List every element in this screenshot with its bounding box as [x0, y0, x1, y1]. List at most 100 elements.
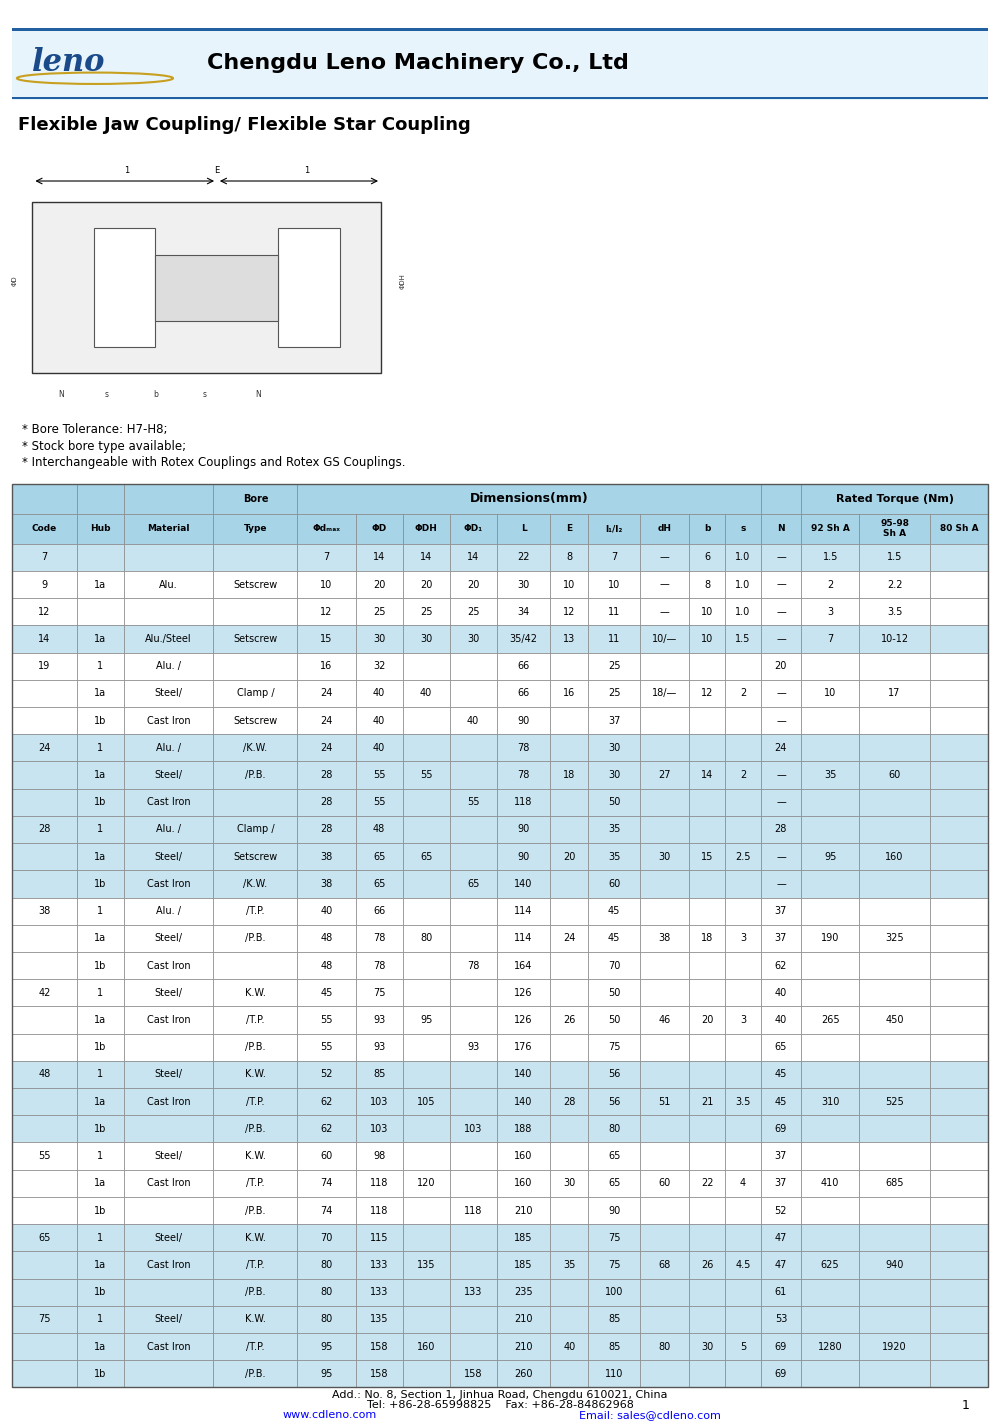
Text: 78: 78: [517, 770, 530, 780]
Bar: [213, 1143, 297, 1170]
Bar: [77, 598, 124, 625]
Bar: [930, 761, 988, 788]
Bar: [689, 979, 725, 1006]
Bar: [550, 1033, 588, 1060]
Bar: [213, 761, 297, 788]
Text: 6: 6: [704, 552, 710, 562]
Bar: [497, 544, 550, 571]
Text: b: b: [704, 524, 710, 534]
Text: Rated Torque (Nm): Rated Torque (Nm): [836, 494, 954, 504]
Text: 410: 410: [821, 1178, 839, 1188]
Bar: [356, 598, 403, 625]
Bar: [124, 571, 213, 598]
Text: 21: 21: [701, 1097, 713, 1107]
Bar: [725, 1306, 761, 1333]
Bar: [725, 788, 761, 815]
Bar: [356, 788, 403, 815]
Text: Steel/: Steel/: [155, 1315, 183, 1325]
Bar: [124, 1089, 213, 1116]
Text: 235: 235: [514, 1288, 533, 1298]
Bar: [450, 1197, 497, 1224]
Bar: [12, 680, 77, 707]
Text: 37: 37: [775, 906, 787, 916]
Bar: [761, 484, 801, 514]
Bar: [403, 898, 450, 925]
Bar: [403, 1306, 450, 1333]
Bar: [761, 1033, 801, 1060]
Bar: [588, 898, 640, 925]
Bar: [403, 979, 450, 1006]
Bar: [12, 1143, 77, 1170]
Bar: [588, 1306, 640, 1333]
Text: 3: 3: [740, 933, 746, 943]
Bar: [859, 625, 930, 653]
Text: l₁/l₂: l₁/l₂: [605, 524, 623, 534]
Text: 75: 75: [608, 1259, 620, 1269]
Bar: [297, 1197, 356, 1224]
Text: 40: 40: [373, 716, 385, 726]
Bar: [124, 484, 213, 514]
Text: /T.P.: /T.P.: [246, 1178, 265, 1188]
Text: 126: 126: [514, 988, 533, 998]
Bar: [550, 1197, 588, 1224]
Bar: [450, 1033, 497, 1060]
Bar: [356, 625, 403, 653]
Text: 210: 210: [514, 1315, 533, 1325]
Text: 1: 1: [97, 1151, 103, 1161]
Text: Cast Iron: Cast Iron: [147, 879, 191, 889]
Bar: [77, 925, 124, 952]
Text: 55: 55: [373, 797, 385, 807]
Text: 1a: 1a: [94, 635, 106, 645]
Text: Code: Code: [32, 524, 57, 534]
Text: 7: 7: [827, 635, 833, 645]
Text: 3.5: 3.5: [735, 1097, 751, 1107]
Text: 120: 120: [417, 1178, 435, 1188]
Bar: [801, 1060, 859, 1089]
Text: 103: 103: [464, 1124, 482, 1134]
Text: Steel/: Steel/: [155, 988, 183, 998]
Bar: [725, 979, 761, 1006]
Bar: [297, 871, 356, 898]
Text: Alu. /: Alu. /: [156, 662, 181, 672]
Bar: [640, 1143, 689, 1170]
Text: K.W.: K.W.: [245, 1315, 266, 1325]
Text: Alu.: Alu.: [159, 579, 178, 589]
Text: Steel/: Steel/: [155, 689, 183, 699]
Bar: [12, 544, 77, 571]
Text: 17: 17: [888, 689, 901, 699]
Bar: [725, 1360, 761, 1387]
Bar: [640, 514, 689, 544]
Bar: [297, 1360, 356, 1387]
Text: 1.0: 1.0: [735, 552, 751, 562]
Text: 10: 10: [701, 606, 713, 616]
Bar: [213, 680, 297, 707]
Bar: [12, 842, 77, 871]
Bar: [450, 815, 497, 842]
Text: 210: 210: [514, 1342, 533, 1352]
Bar: [761, 1197, 801, 1224]
Text: N: N: [255, 390, 261, 398]
Bar: [588, 598, 640, 625]
Bar: [550, 571, 588, 598]
Text: 95-98
Sh A: 95-98 Sh A: [880, 519, 909, 538]
Text: 2: 2: [740, 770, 746, 780]
Bar: [761, 653, 801, 680]
Bar: [497, 1033, 550, 1060]
Text: 45: 45: [608, 906, 620, 916]
Text: 10: 10: [563, 579, 576, 589]
Bar: [497, 1333, 550, 1360]
Bar: [356, 680, 403, 707]
Text: 80: 80: [608, 1124, 620, 1134]
Bar: [403, 598, 450, 625]
Bar: [550, 1278, 588, 1306]
Bar: [859, 842, 930, 871]
Text: 7: 7: [41, 552, 48, 562]
Bar: [930, 544, 988, 571]
Bar: [297, 1170, 356, 1197]
Text: 10: 10: [608, 579, 620, 589]
Bar: [859, 1360, 930, 1387]
Bar: [124, 1197, 213, 1224]
Bar: [450, 979, 497, 1006]
Bar: [588, 625, 640, 653]
Bar: [77, 707, 124, 734]
